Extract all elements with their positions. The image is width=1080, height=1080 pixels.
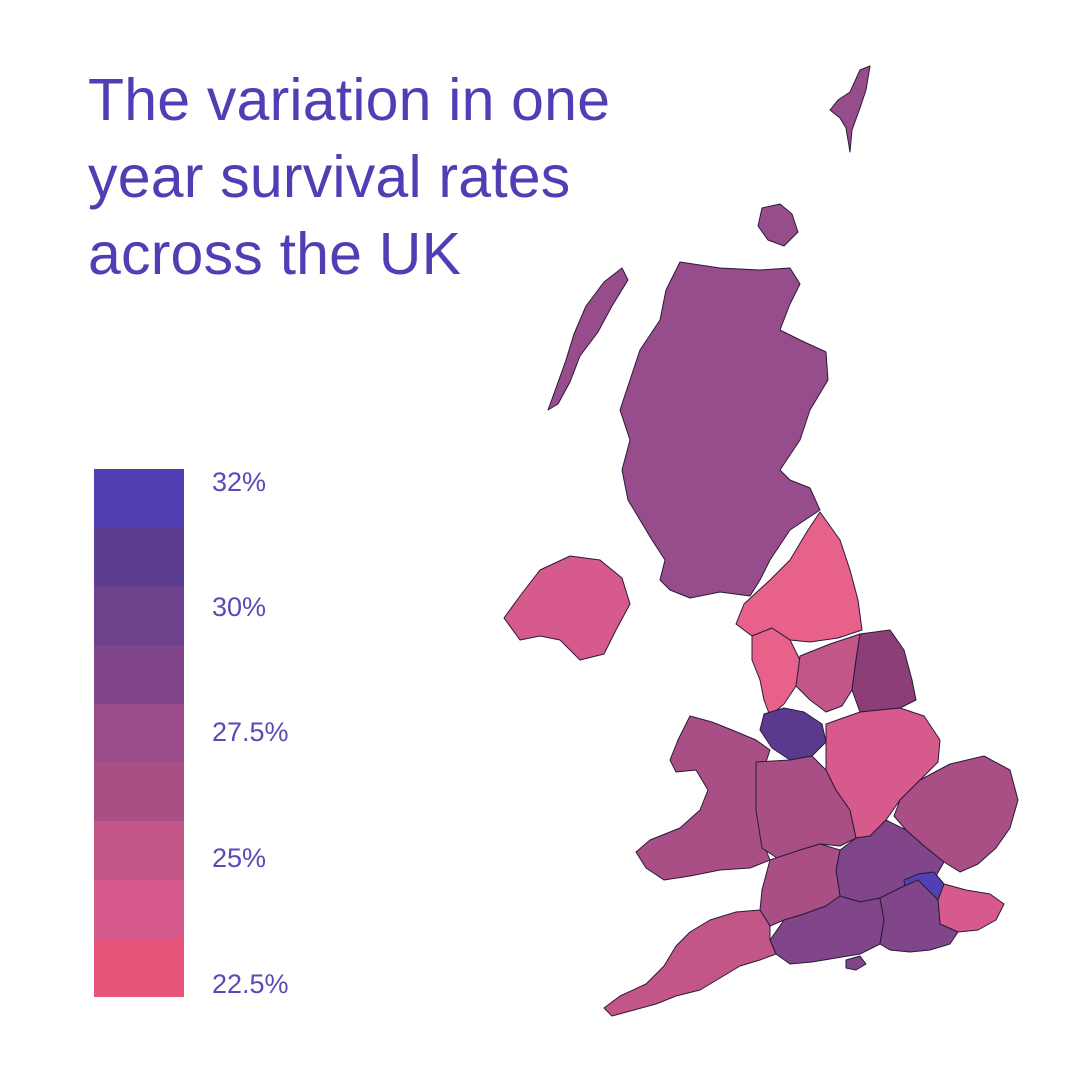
region-wales xyxy=(635,715,771,881)
legend-swatch xyxy=(94,938,184,998)
region-kent xyxy=(937,883,1005,933)
legend-label-27-5: 27.5% xyxy=(212,717,289,747)
legend-label-30: 30% xyxy=(212,592,267,622)
region-east xyxy=(893,755,1019,873)
region-surrey-sussex xyxy=(879,879,959,953)
legend-label-22-5: 22.5% xyxy=(212,969,289,999)
page-title: The variation in one year survival rates… xyxy=(88,62,688,293)
region-isle-of-wight xyxy=(845,955,867,971)
legend-label-25: 25% xyxy=(212,843,267,873)
region-south-west xyxy=(603,909,777,1017)
legend-scale xyxy=(94,469,184,998)
legend-swatch xyxy=(94,586,184,646)
region-shetland xyxy=(829,65,871,153)
region-yorkshire xyxy=(795,633,861,713)
region-greater-manchester xyxy=(759,707,827,761)
legend-swatch xyxy=(94,703,184,763)
legend-swatch xyxy=(94,821,184,880)
legend-swatch xyxy=(94,645,184,704)
legend-swatch xyxy=(94,469,184,528)
region-east-midlands xyxy=(825,707,941,839)
title-line-1: The variation in one xyxy=(88,67,611,133)
region-scotland xyxy=(619,261,829,599)
region-hebrides xyxy=(547,267,629,411)
title-line-2: year survival rates xyxy=(88,144,571,210)
legend-label-32: 32% xyxy=(212,467,267,497)
region-west-midlands xyxy=(755,755,857,861)
title-line-3: across the UK xyxy=(88,221,462,287)
region-orkney xyxy=(757,203,799,247)
region-humber xyxy=(851,629,917,713)
legend-swatch xyxy=(94,527,184,587)
legend-swatch xyxy=(94,879,184,939)
region-cumbria-lancashire xyxy=(751,627,801,717)
legend-swatch xyxy=(94,762,184,822)
region-northern-ireland xyxy=(503,555,631,661)
